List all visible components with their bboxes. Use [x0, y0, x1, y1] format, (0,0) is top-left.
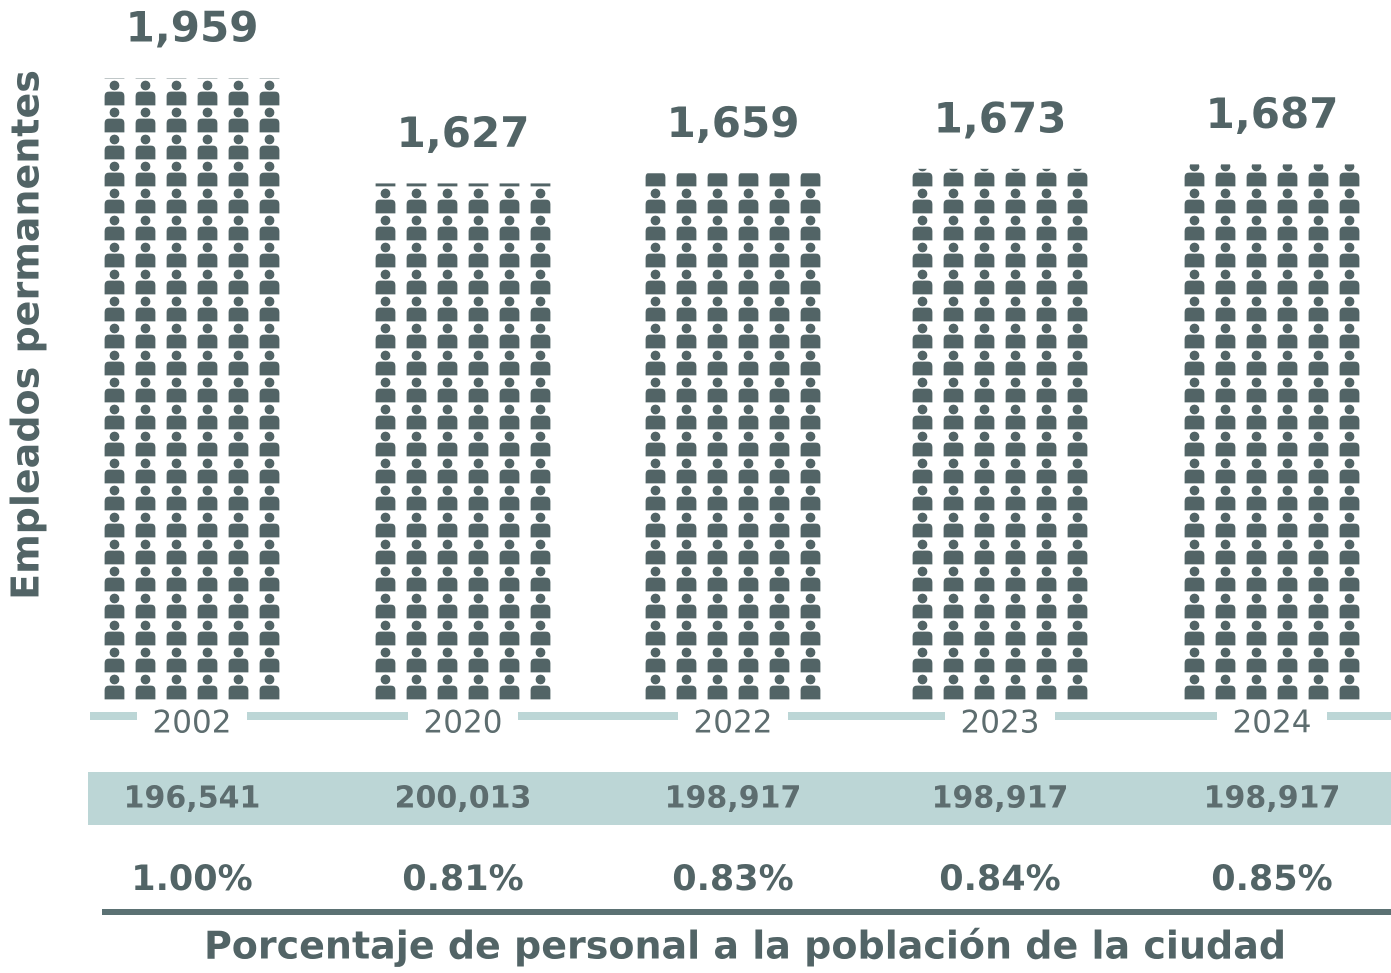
icon-column — [1179, 164, 1365, 700]
label-gap — [408, 706, 518, 726]
label-gap — [678, 706, 788, 726]
population-value: 196,541 — [124, 781, 261, 816]
label-gap — [945, 706, 1055, 726]
x-tick-label: 2020 — [424, 705, 503, 741]
value-label: 1,673 — [934, 93, 1067, 142]
icon-column — [99, 78, 285, 700]
y-axis-title: Empleados permanentes — [4, 70, 48, 600]
population-value: 198,917 — [932, 781, 1069, 816]
percentage-value: 1.00% — [131, 859, 252, 899]
value-label: 1,959 — [126, 3, 259, 52]
population-value: 198,917 — [665, 781, 802, 816]
x-tick-label: 2024 — [1233, 705, 1312, 741]
label-gap — [137, 706, 247, 726]
x-tick-label: 2022 — [694, 705, 773, 741]
label-gap — [1217, 706, 1327, 726]
percentage-value: 0.83% — [672, 859, 793, 899]
percentage-value: 0.84% — [939, 859, 1060, 899]
percentage-value: 0.85% — [1211, 859, 1332, 899]
population-value: 200,013 — [395, 781, 532, 816]
icon-column — [370, 183, 556, 701]
x-tick-label: 2023 — [961, 705, 1040, 741]
population-value: 198,917 — [1204, 781, 1341, 816]
icon-column — [640, 173, 826, 700]
value-label: 1,659 — [667, 98, 800, 147]
icon-column — [907, 168, 1093, 700]
value-label: 1,687 — [1206, 89, 1339, 138]
x-tick-label: 2002 — [153, 705, 232, 741]
x-axis-title: Porcentaje de personal a la población de… — [204, 924, 1286, 968]
percentage-value: 0.81% — [402, 859, 523, 899]
population-row — [88, 772, 1391, 825]
value-label: 1,627 — [397, 108, 530, 157]
